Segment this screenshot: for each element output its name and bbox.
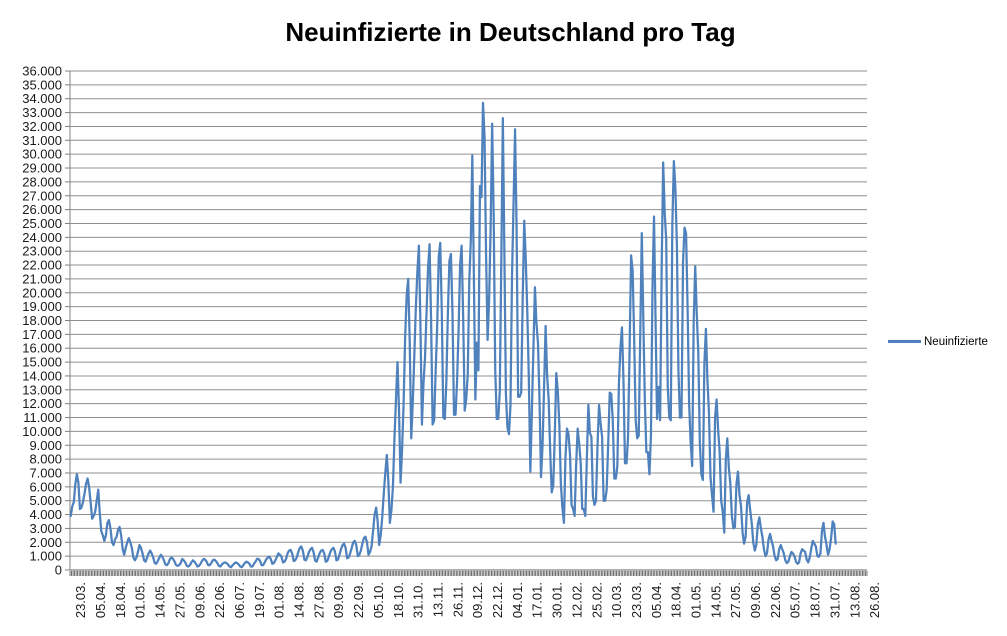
x-axis-label: 18.10.	[391, 582, 406, 618]
x-axis-label: 30.01.	[550, 582, 565, 618]
x-axis-label: 27.05.	[728, 582, 743, 618]
x-axis-label: 22.06.	[212, 582, 227, 618]
x-axis-label: 05.07.	[788, 582, 803, 618]
daily-tick-marks	[69, 571, 868, 576]
x-axis-label: 26.11.	[450, 582, 465, 617]
x-axis-label: 04.01.	[510, 582, 525, 618]
x-axis-label: 01.05.	[688, 582, 703, 618]
y-axis-label: 20.000	[22, 285, 62, 300]
y-axis-label: 10.000	[22, 424, 62, 439]
x-axis-label: 05.04.	[93, 582, 108, 618]
x-axis-label: 06.07.	[232, 582, 247, 618]
x-axis-label: 22.09.	[351, 582, 366, 618]
x-axis-label: 17.01.	[530, 582, 545, 618]
y-axis-label: 32.000	[22, 119, 62, 134]
y-axis-label: 3.000	[29, 521, 62, 536]
y-axis-label: 28.000	[22, 174, 62, 189]
x-axis-label: 23.03.	[629, 582, 644, 618]
x-axis-label: 14.08.	[292, 582, 307, 618]
y-axis-label: 30.000	[22, 147, 62, 162]
legend-series-label: Neuinfizierte	[924, 335, 988, 348]
x-axis-label: 31.07.	[827, 582, 842, 618]
x-axis-label: 27.05.	[172, 582, 187, 618]
x-axis-label: 18.07.	[808, 582, 823, 618]
y-axis-label: 31.000	[22, 133, 62, 148]
x-axis-label: 31.10.	[411, 582, 426, 618]
y-axis-label: 24.000	[22, 230, 62, 245]
x-axis-label: 01.05.	[133, 582, 148, 618]
y-axis-label: 14.000	[22, 368, 62, 383]
y-axis-label: 21.000	[22, 271, 62, 286]
x-axis-label: 22.12.	[490, 582, 505, 618]
y-axis-label: 19.000	[22, 299, 62, 314]
legend[interactable]: Neuinfizierte	[888, 334, 988, 349]
x-axis-label: 12.02.	[569, 582, 584, 618]
y-axis-label: 12.000	[22, 396, 62, 411]
x-axis-label: 19.07.	[252, 582, 267, 618]
y-axis-label: 18.000	[22, 313, 62, 328]
x-axis-label: 05.10.	[371, 582, 386, 618]
x-axis-label: 10.03.	[609, 582, 624, 618]
x-axis-label: 05.04.	[649, 582, 664, 618]
y-axis-label: 23.000	[22, 244, 62, 259]
y-axis-label: 34.000	[22, 91, 62, 106]
y-axis-label: 13.000	[22, 382, 62, 397]
x-axis-label: 01.08.	[272, 582, 287, 618]
y-axis-label: 36.000	[22, 64, 62, 79]
y-axis-label: 25.000	[22, 216, 62, 231]
y-axis-label: 22.000	[22, 258, 62, 273]
y-axis-label: 4.000	[29, 507, 62, 522]
y-axis-label: 17.000	[22, 327, 62, 342]
x-axis-label: 18.04.	[113, 582, 128, 618]
y-axis-label: 11.000	[23, 410, 62, 425]
y-axis-label: 2.000	[29, 535, 62, 550]
x-axis-label: 13.08.	[847, 582, 862, 618]
y-axis-label: 9.000	[29, 438, 62, 453]
x-axis-label: 14.05.	[153, 582, 168, 618]
chart-title: Neuinfizierte in Deutschland pro Tag	[285, 17, 736, 47]
series-line-neuinfizierte[interactable]	[69, 101, 837, 569]
x-axis-label: 27.08.	[311, 582, 326, 618]
x-axis-label: 25.02.	[589, 582, 604, 618]
x-axis-label: 09.06.	[192, 582, 207, 618]
x-axis-label: 09.06.	[748, 582, 763, 618]
x-axis-label: 18.04.	[669, 582, 684, 618]
y-axis-label: 5.000	[29, 493, 62, 508]
y-axis-label: 33.000	[22, 105, 62, 120]
y-axis-label: 8.000	[29, 452, 62, 467]
x-axis-label: 22.06.	[768, 582, 783, 618]
y-axis-label: 7.000	[29, 465, 62, 480]
y-axis-label: 26.000	[22, 202, 62, 217]
y-axis-label: 16.000	[22, 341, 62, 356]
y-axis-label: 35.000	[22, 77, 62, 92]
x-axis-label: 09.09.	[331, 582, 346, 618]
x-axis-label: 26.08.	[867, 582, 882, 618]
y-axis-label: 1.000	[29, 549, 62, 564]
x-axis-label: 13.11.	[430, 582, 445, 617]
y-axis-label: 15.000	[22, 355, 62, 370]
y-axis-label: 0	[55, 563, 62, 578]
x-axis-label: 09.12.	[470, 582, 485, 618]
y-axis-label: 27.000	[22, 188, 62, 203]
legend-line-sample	[888, 340, 921, 343]
y-axis-label: 6.000	[29, 479, 62, 494]
x-axis-label: 14.05.	[708, 582, 723, 618]
x-axis-label: 23.03.	[73, 582, 88, 618]
y-axis-label: 29.000	[22, 161, 62, 176]
